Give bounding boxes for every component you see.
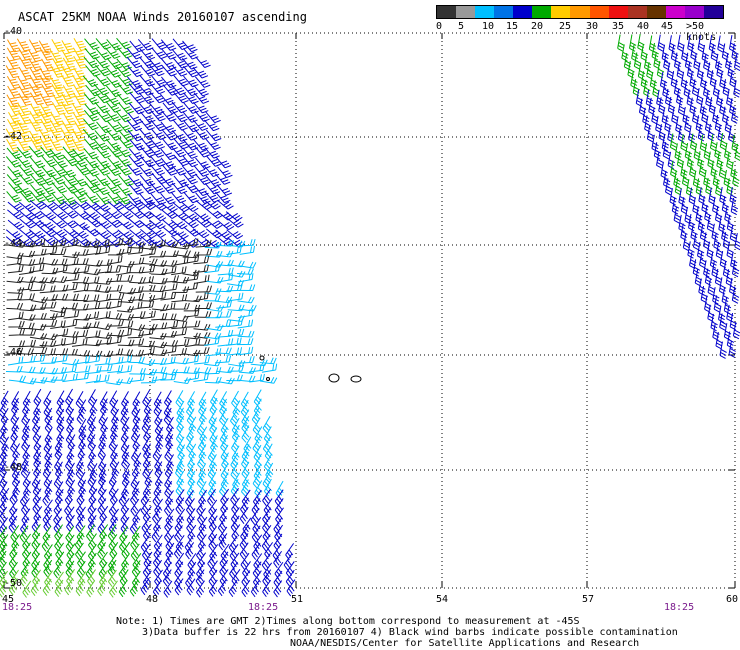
- wind-barbs: [0, 33, 740, 598]
- lat-label-42: -42: [4, 131, 23, 142]
- legend-swatch: [684, 6, 704, 18]
- legend-swatch: [513, 6, 533, 18]
- legend-swatch: [570, 6, 590, 18]
- wind-speed-legend: 0 5 10 15 20 25 30 35 40 45 >50 knots: [436, 5, 740, 43]
- legend-label: 20: [531, 21, 544, 32]
- legend-label: 45: [661, 21, 674, 32]
- legend-swatch: [608, 6, 628, 18]
- lat-label-40: -40: [4, 26, 23, 37]
- lon-label-54: 54: [436, 594, 449, 605]
- legend-swatch: [475, 6, 495, 18]
- legend-swatch: [703, 6, 723, 18]
- legend-swatch: [551, 6, 571, 18]
- note-line-3: NOAA/NESDIS/Center for Satellite Applica…: [290, 638, 640, 649]
- lon-label-48: 48: [146, 594, 159, 605]
- legend-swatch: [665, 6, 685, 18]
- map-title: ASCAT 25KM NOAA Winds 20160107 ascending: [18, 10, 307, 24]
- lon-label-57: 57: [582, 594, 595, 605]
- legend-label: 25: [559, 21, 572, 32]
- islands: [259, 355, 362, 383]
- legend-label: 35: [612, 21, 625, 32]
- lon-label-45: 45: [2, 594, 15, 605]
- legend-label: 40: [637, 21, 650, 32]
- legend-label: >50 knots: [686, 21, 717, 43]
- time-label-mid: 18:25: [248, 602, 279, 613]
- legend-swatch: [532, 6, 552, 18]
- time-label-right: 18:25: [664, 602, 695, 613]
- legend-swatch: [437, 6, 457, 18]
- legend-label: 5: [458, 21, 465, 32]
- lon-label-60: 60: [726, 594, 739, 605]
- lat-label-48: -48: [4, 462, 23, 473]
- legend-swatch: [494, 6, 514, 18]
- lat-label-50: -50: [4, 578, 23, 589]
- lat-label-44: -44: [4, 238, 23, 249]
- lat-label-46: -46: [4, 347, 23, 358]
- legend-label: 0: [436, 21, 443, 32]
- legend-labels: 0 5 10 15 20 25 30 35 40 45 >50 knots: [436, 21, 740, 43]
- legend-swatch: [646, 6, 666, 18]
- legend-label: 15: [506, 21, 519, 32]
- note-line-1: Note: 1) Times are GMT 2)Times along bot…: [116, 616, 580, 627]
- legend-swatch: [627, 6, 647, 18]
- legend-swatch: [589, 6, 609, 18]
- time-label-left: 18:25: [2, 602, 33, 613]
- legend-swatch: [456, 6, 476, 18]
- legend-label: 30: [586, 21, 599, 32]
- legend-label: 10: [482, 21, 495, 32]
- note-line-2: 3)Data buffer is 22 hrs from 20160107 4)…: [142, 627, 678, 638]
- legend-color-bar: [436, 5, 724, 19]
- lon-label-51: 51: [291, 594, 304, 605]
